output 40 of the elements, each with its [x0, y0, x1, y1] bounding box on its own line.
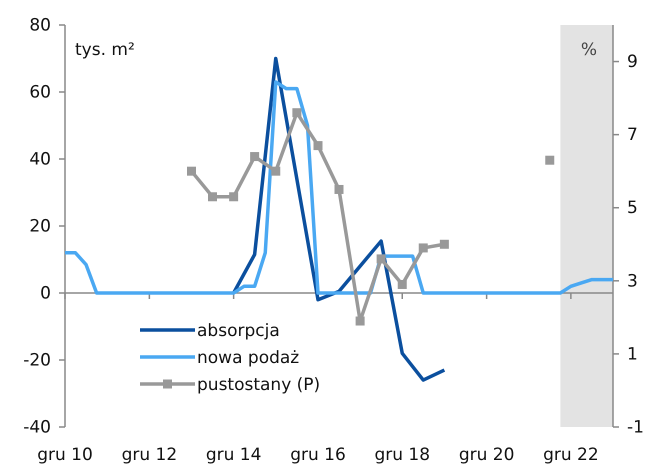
point: [208, 192, 218, 202]
y-axis-title: tys. m²: [75, 40, 135, 60]
point: [440, 240, 449, 249]
y2-tick-label: 1: [627, 344, 638, 364]
y2-tick-label: 3: [627, 271, 638, 292]
y-tick-label: 60: [29, 82, 51, 102]
y2-tick-label: -1: [627, 417, 644, 438]
point: [418, 243, 428, 252]
y-tick-label: 80: [29, 15, 51, 36]
y2-axis-title: %: [580, 40, 598, 60]
x-tick-label: gru 18: [374, 445, 430, 465]
x-tick-label: gru 22: [543, 445, 599, 465]
y-tick-label: 20: [29, 216, 51, 236]
legend-label: nowa podaż: [197, 348, 300, 368]
point: [356, 316, 365, 326]
point: [334, 184, 344, 194]
x-tick-label: gru 10: [37, 445, 93, 465]
x-tick-label: gru 12: [122, 445, 178, 465]
legend-label: pustostany (P): [197, 375, 320, 395]
x-tick-label: gru 16: [290, 445, 346, 465]
point: [545, 156, 554, 165]
legend-label: absorpcja: [197, 321, 280, 341]
point: [313, 141, 322, 150]
y-tick-label: -40: [23, 417, 51, 438]
point: [229, 192, 238, 202]
point: [271, 166, 280, 176]
line-series: [63, 80, 615, 295]
y-tick-label: -20: [23, 350, 51, 370]
y2-tick-label: 7: [627, 125, 638, 146]
y-tick-label: 40: [29, 149, 51, 170]
x-tick-label: gru 20: [458, 445, 514, 465]
y-tick-label: 0: [40, 283, 51, 304]
point: [186, 166, 196, 176]
y2-tick-label: 9: [627, 52, 638, 72]
x-tick-label: gru 14: [206, 445, 262, 465]
point: [398, 280, 407, 289]
y2-tick-label: 5: [627, 198, 638, 218]
point: [292, 108, 302, 118]
point: [250, 152, 260, 162]
point: [376, 254, 386, 264]
